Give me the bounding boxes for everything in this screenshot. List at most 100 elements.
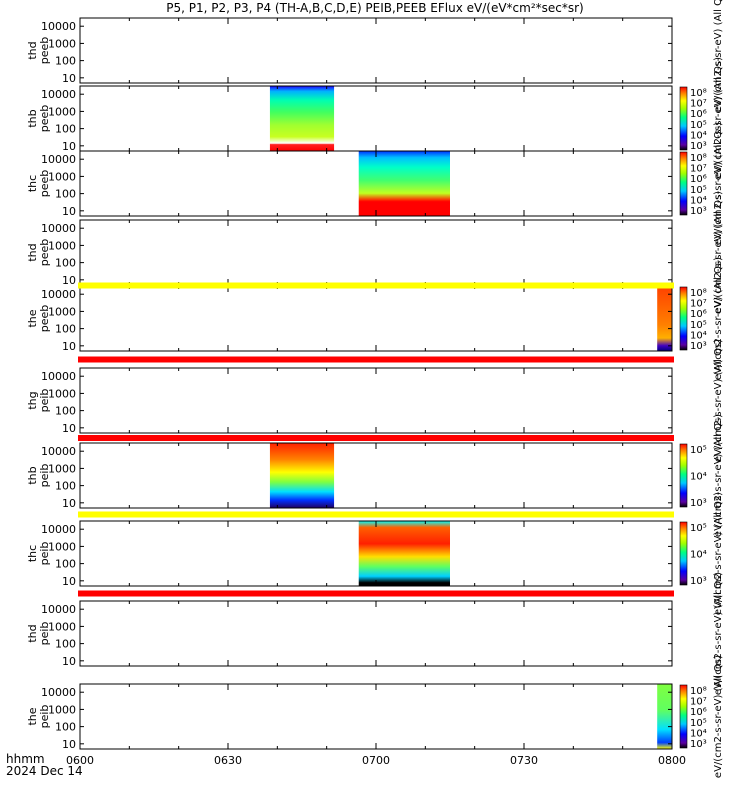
colorbar bbox=[679, 151, 688, 216]
y-tick-label: 100 bbox=[55, 480, 76, 493]
x-tick-label: 0700 bbox=[362, 754, 390, 767]
colorbar-tick-label: 10⁴ bbox=[690, 195, 707, 206]
y-tick-label: 100 bbox=[55, 55, 76, 68]
colorbar-tick-label: 10⁸ bbox=[690, 686, 707, 697]
y-tick-label: 1000 bbox=[48, 37, 76, 50]
flag-bar-red bbox=[78, 356, 674, 363]
panel-label-probe: thd bbox=[26, 624, 39, 642]
x-tick-label: 0630 bbox=[214, 754, 242, 767]
flag-bar-yellow bbox=[78, 282, 674, 289]
y-tick-label: 1000 bbox=[48, 703, 76, 716]
panel-frame bbox=[79, 17, 673, 84]
colorbar-tick-label: 10⁴ bbox=[690, 472, 707, 483]
y-tick-label: 1000 bbox=[48, 387, 76, 400]
colorbar-tick-label: 10³ bbox=[690, 141, 707, 152]
colorbar-label: eV/(cm2-s-sr-eV) (All Qs) bbox=[713, 122, 724, 245]
y-tick-label: 10 bbox=[62, 140, 76, 153]
y-tick-label: 10000 bbox=[41, 153, 76, 166]
y-tick-label: 10 bbox=[62, 340, 76, 353]
flag-bar-yellow bbox=[78, 511, 674, 518]
y-tick-label: 1000 bbox=[48, 239, 76, 252]
y-tick-label: 1000 bbox=[48, 540, 76, 553]
colorbar-tick-label: 10⁸ bbox=[690, 153, 707, 164]
colorbar bbox=[679, 521, 688, 586]
colorbar bbox=[679, 684, 688, 749]
colorbar-label: eV/(cm2-s-sr-eV) (All Qs) bbox=[713, 191, 724, 314]
colorbar-label: eV/(cm2-s-sr-eV) (All Qs) bbox=[713, 57, 724, 180]
colorbar-label: eV/(cm2-s-sr-eV) (All Qs) bbox=[713, 414, 724, 537]
time-axis: 0600 0630 0700 0730 0800 bbox=[66, 754, 686, 767]
y-tick-label: 10 bbox=[62, 205, 76, 218]
panel-label-product: peib bbox=[38, 464, 51, 488]
panel-frame bbox=[79, 683, 673, 750]
panel-label-probe: thc bbox=[26, 175, 39, 192]
panel-label-probe: thd bbox=[26, 243, 39, 261]
y-tick-label: 10 bbox=[62, 274, 76, 287]
y-tick-label: 100 bbox=[55, 558, 76, 571]
spectrogram-band bbox=[358, 521, 450, 586]
colorbar-label: eV/(cm2-s-sr-eV) (All Qs) bbox=[713, 339, 724, 462]
panel-frame bbox=[79, 219, 673, 286]
spectrogram-band bbox=[358, 151, 450, 216]
panel-label-product: peeb bbox=[38, 239, 51, 267]
y-tick-label: 10000 bbox=[41, 88, 76, 101]
figure-title: P5, P1, P2, P3, P4 (TH-A,B,C,D,E) PEIB,P… bbox=[166, 1, 583, 15]
colorbar-tick-label: 10⁷ bbox=[690, 697, 707, 708]
colorbar-tick-label: 10⁶ bbox=[690, 174, 707, 185]
y-tick-label: 1000 bbox=[48, 620, 76, 633]
y-tick-label: 1000 bbox=[48, 170, 76, 183]
panel-label-product: peeb bbox=[38, 105, 51, 133]
spectrogram-band bbox=[657, 286, 672, 351]
colorbar bbox=[679, 86, 688, 151]
colorbar-tick-label: 10⁴ bbox=[690, 130, 707, 141]
y-tick-label: 100 bbox=[55, 405, 76, 418]
panel-label-product: peib bbox=[38, 542, 51, 566]
spectrogram-band bbox=[269, 443, 335, 508]
y-tick-label: 10 bbox=[62, 738, 76, 751]
panel-label-probe: thd bbox=[26, 41, 39, 59]
colorbar-tick-label: 10⁴ bbox=[690, 330, 707, 341]
x-tick-label: 0800 bbox=[658, 754, 686, 767]
colorbar-tick-label: 10⁴ bbox=[690, 550, 707, 561]
spectrogram-band bbox=[657, 684, 672, 749]
flag-bars bbox=[78, 282, 674, 597]
y-tick-label: 100 bbox=[55, 188, 76, 201]
colorbar-tick-label: 10⁵ bbox=[690, 185, 707, 196]
colorbar-tick-label: 10⁷ bbox=[690, 299, 707, 310]
colorbar-label: eV/(cm2-s-sr-eV) (All Qs) bbox=[713, 492, 724, 615]
colorbar-tick-label: 10⁴ bbox=[690, 728, 707, 739]
colorbar-tick-label: 10⁵ bbox=[690, 523, 707, 534]
colorbar-tick-label: 10⁶ bbox=[690, 309, 707, 320]
time-unit-label: hhmm bbox=[6, 752, 45, 766]
colorbar-tick-label: 10⁵ bbox=[690, 445, 707, 456]
y-tick-label: 10000 bbox=[41, 20, 76, 33]
y-tick-label: 100 bbox=[55, 638, 76, 651]
y-tick-label: 100 bbox=[55, 257, 76, 270]
panel-label-product: peeb bbox=[38, 170, 51, 198]
y-tick-label: 10000 bbox=[41, 523, 76, 536]
y-tick-label: 10000 bbox=[41, 222, 76, 235]
panel-frame bbox=[79, 600, 673, 667]
y-tick-label: 10 bbox=[62, 497, 76, 510]
x-tick-label: 0600 bbox=[66, 754, 94, 767]
colorbar-tick-label: 10³ bbox=[690, 576, 707, 587]
colorbar-tick-label: 10³ bbox=[690, 206, 707, 217]
colorbar-label: eV/(cm2-s-sr-eV) (All Qs) bbox=[713, 655, 724, 778]
colorbar-tick-label: 10⁶ bbox=[690, 109, 707, 120]
colorbar-tick-label: 10³ bbox=[690, 739, 707, 750]
x-tick-label: 0730 bbox=[510, 754, 538, 767]
flag-bar-red bbox=[78, 435, 674, 441]
colorbar-tick-label: 10⁸ bbox=[690, 288, 707, 299]
panel-label-product: peeb bbox=[38, 305, 51, 333]
panel-label-product: peeb bbox=[38, 37, 51, 65]
y-tick-label: 100 bbox=[55, 721, 76, 734]
colorbar bbox=[679, 443, 688, 508]
panel-label-product: peib bbox=[38, 622, 51, 646]
colorbar-tick-label: 10⁷ bbox=[690, 164, 707, 175]
panel-label-probe: the bbox=[26, 707, 39, 725]
